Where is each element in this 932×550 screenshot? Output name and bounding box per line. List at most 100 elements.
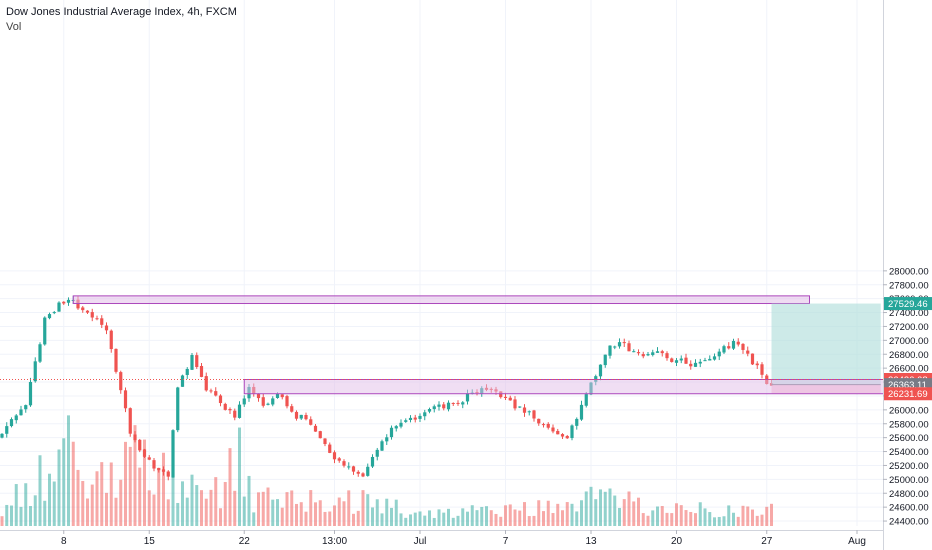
candle-body xyxy=(261,397,265,406)
candle-body xyxy=(537,418,541,424)
volume-bar xyxy=(299,502,303,526)
volume-bar xyxy=(641,513,645,526)
volume-bar xyxy=(646,515,650,526)
volume-bar xyxy=(546,500,550,526)
volume-bar xyxy=(580,500,583,526)
candle-body xyxy=(256,393,261,399)
candle-body xyxy=(43,317,47,345)
volume-bar xyxy=(323,511,327,526)
candle-body xyxy=(332,452,337,460)
volume-bar xyxy=(480,506,484,526)
volume-bar xyxy=(204,498,208,526)
volume-bar xyxy=(242,496,246,526)
time-axis-background xyxy=(0,530,883,550)
volume-bar xyxy=(380,513,384,526)
candle-body xyxy=(299,414,303,419)
volume-bar xyxy=(732,512,735,526)
candle-body xyxy=(527,411,531,413)
candle-body xyxy=(271,398,275,405)
candle-body xyxy=(551,427,555,432)
volume-bar xyxy=(95,471,99,526)
support-zone xyxy=(243,379,932,395)
volume-bar xyxy=(394,499,398,526)
volume-bar xyxy=(62,438,66,526)
volume-bar xyxy=(413,512,417,526)
volume-bar xyxy=(542,511,545,526)
candle-body xyxy=(660,351,664,354)
candle-body xyxy=(185,368,189,375)
volume-bar xyxy=(295,503,298,526)
candle-body xyxy=(294,411,299,419)
candle-body xyxy=(636,352,641,354)
volume-label: Vol xyxy=(6,21,22,33)
volume-bar xyxy=(675,503,678,526)
volume-bar xyxy=(328,511,332,526)
volume-bar xyxy=(266,487,270,526)
volume-bar xyxy=(247,475,251,526)
volume-bar xyxy=(200,490,203,526)
volume-bar xyxy=(157,469,161,526)
volume-bar xyxy=(342,501,346,526)
volume-bar xyxy=(727,505,731,526)
volume-bar xyxy=(390,507,393,526)
candle-body xyxy=(157,467,161,471)
price-label-text: 27529.46 xyxy=(888,299,928,310)
volume-bar xyxy=(660,505,664,526)
volume-bar xyxy=(751,509,754,526)
candle-body xyxy=(57,302,61,312)
volume-bar xyxy=(195,485,199,526)
candle-body xyxy=(579,404,584,420)
volume-bar xyxy=(38,455,42,526)
candle-body xyxy=(233,410,237,418)
y-tick-label: 24800.00 xyxy=(889,489,929,500)
candle-body xyxy=(52,312,56,314)
candle-body xyxy=(152,460,156,469)
volume-bar xyxy=(760,514,764,526)
volume-bar xyxy=(285,492,289,526)
candle-body xyxy=(214,391,218,396)
volume-bar xyxy=(385,498,389,526)
volume-bar xyxy=(0,516,4,526)
volume-bar xyxy=(423,515,427,526)
candle-body xyxy=(290,406,294,412)
candle-body xyxy=(190,355,194,370)
candle-body xyxy=(712,356,717,360)
y-tick-label: 25400.00 xyxy=(889,447,929,458)
volume-bar xyxy=(470,505,474,526)
candle-body xyxy=(176,387,180,431)
target-area xyxy=(771,303,881,385)
candle-body xyxy=(242,398,246,405)
volume-bar xyxy=(513,509,517,526)
candle-body xyxy=(166,471,170,477)
volume-bar xyxy=(713,517,716,526)
volume-bar xyxy=(271,499,275,526)
candle-body xyxy=(285,396,289,407)
price-label-text: 26363.11 xyxy=(888,380,927,391)
volume-bar xyxy=(428,510,431,526)
volume-bar xyxy=(375,499,379,526)
candle-body xyxy=(522,407,527,413)
candle-body xyxy=(689,363,693,367)
volume-bar xyxy=(166,499,170,526)
y-tick-label: 26600.00 xyxy=(889,364,929,375)
volume-bar xyxy=(347,490,351,526)
volume-bar xyxy=(447,508,450,526)
volume-bar xyxy=(461,508,465,526)
candle-body xyxy=(361,473,365,477)
volume-bar xyxy=(52,481,56,526)
candle-body xyxy=(138,439,142,451)
volume-bar xyxy=(105,492,108,526)
candle-body xyxy=(423,412,427,417)
candle-body xyxy=(394,426,398,429)
volume-bar xyxy=(409,514,412,526)
y-tick-label: 27200.00 xyxy=(889,322,929,333)
candle-body xyxy=(100,318,104,325)
volume-bar xyxy=(280,507,284,526)
volume-bar xyxy=(138,467,142,526)
volume-bar xyxy=(665,512,669,526)
volume-bar xyxy=(694,513,697,526)
volume-bar xyxy=(33,495,37,526)
volume-bar xyxy=(352,513,355,526)
